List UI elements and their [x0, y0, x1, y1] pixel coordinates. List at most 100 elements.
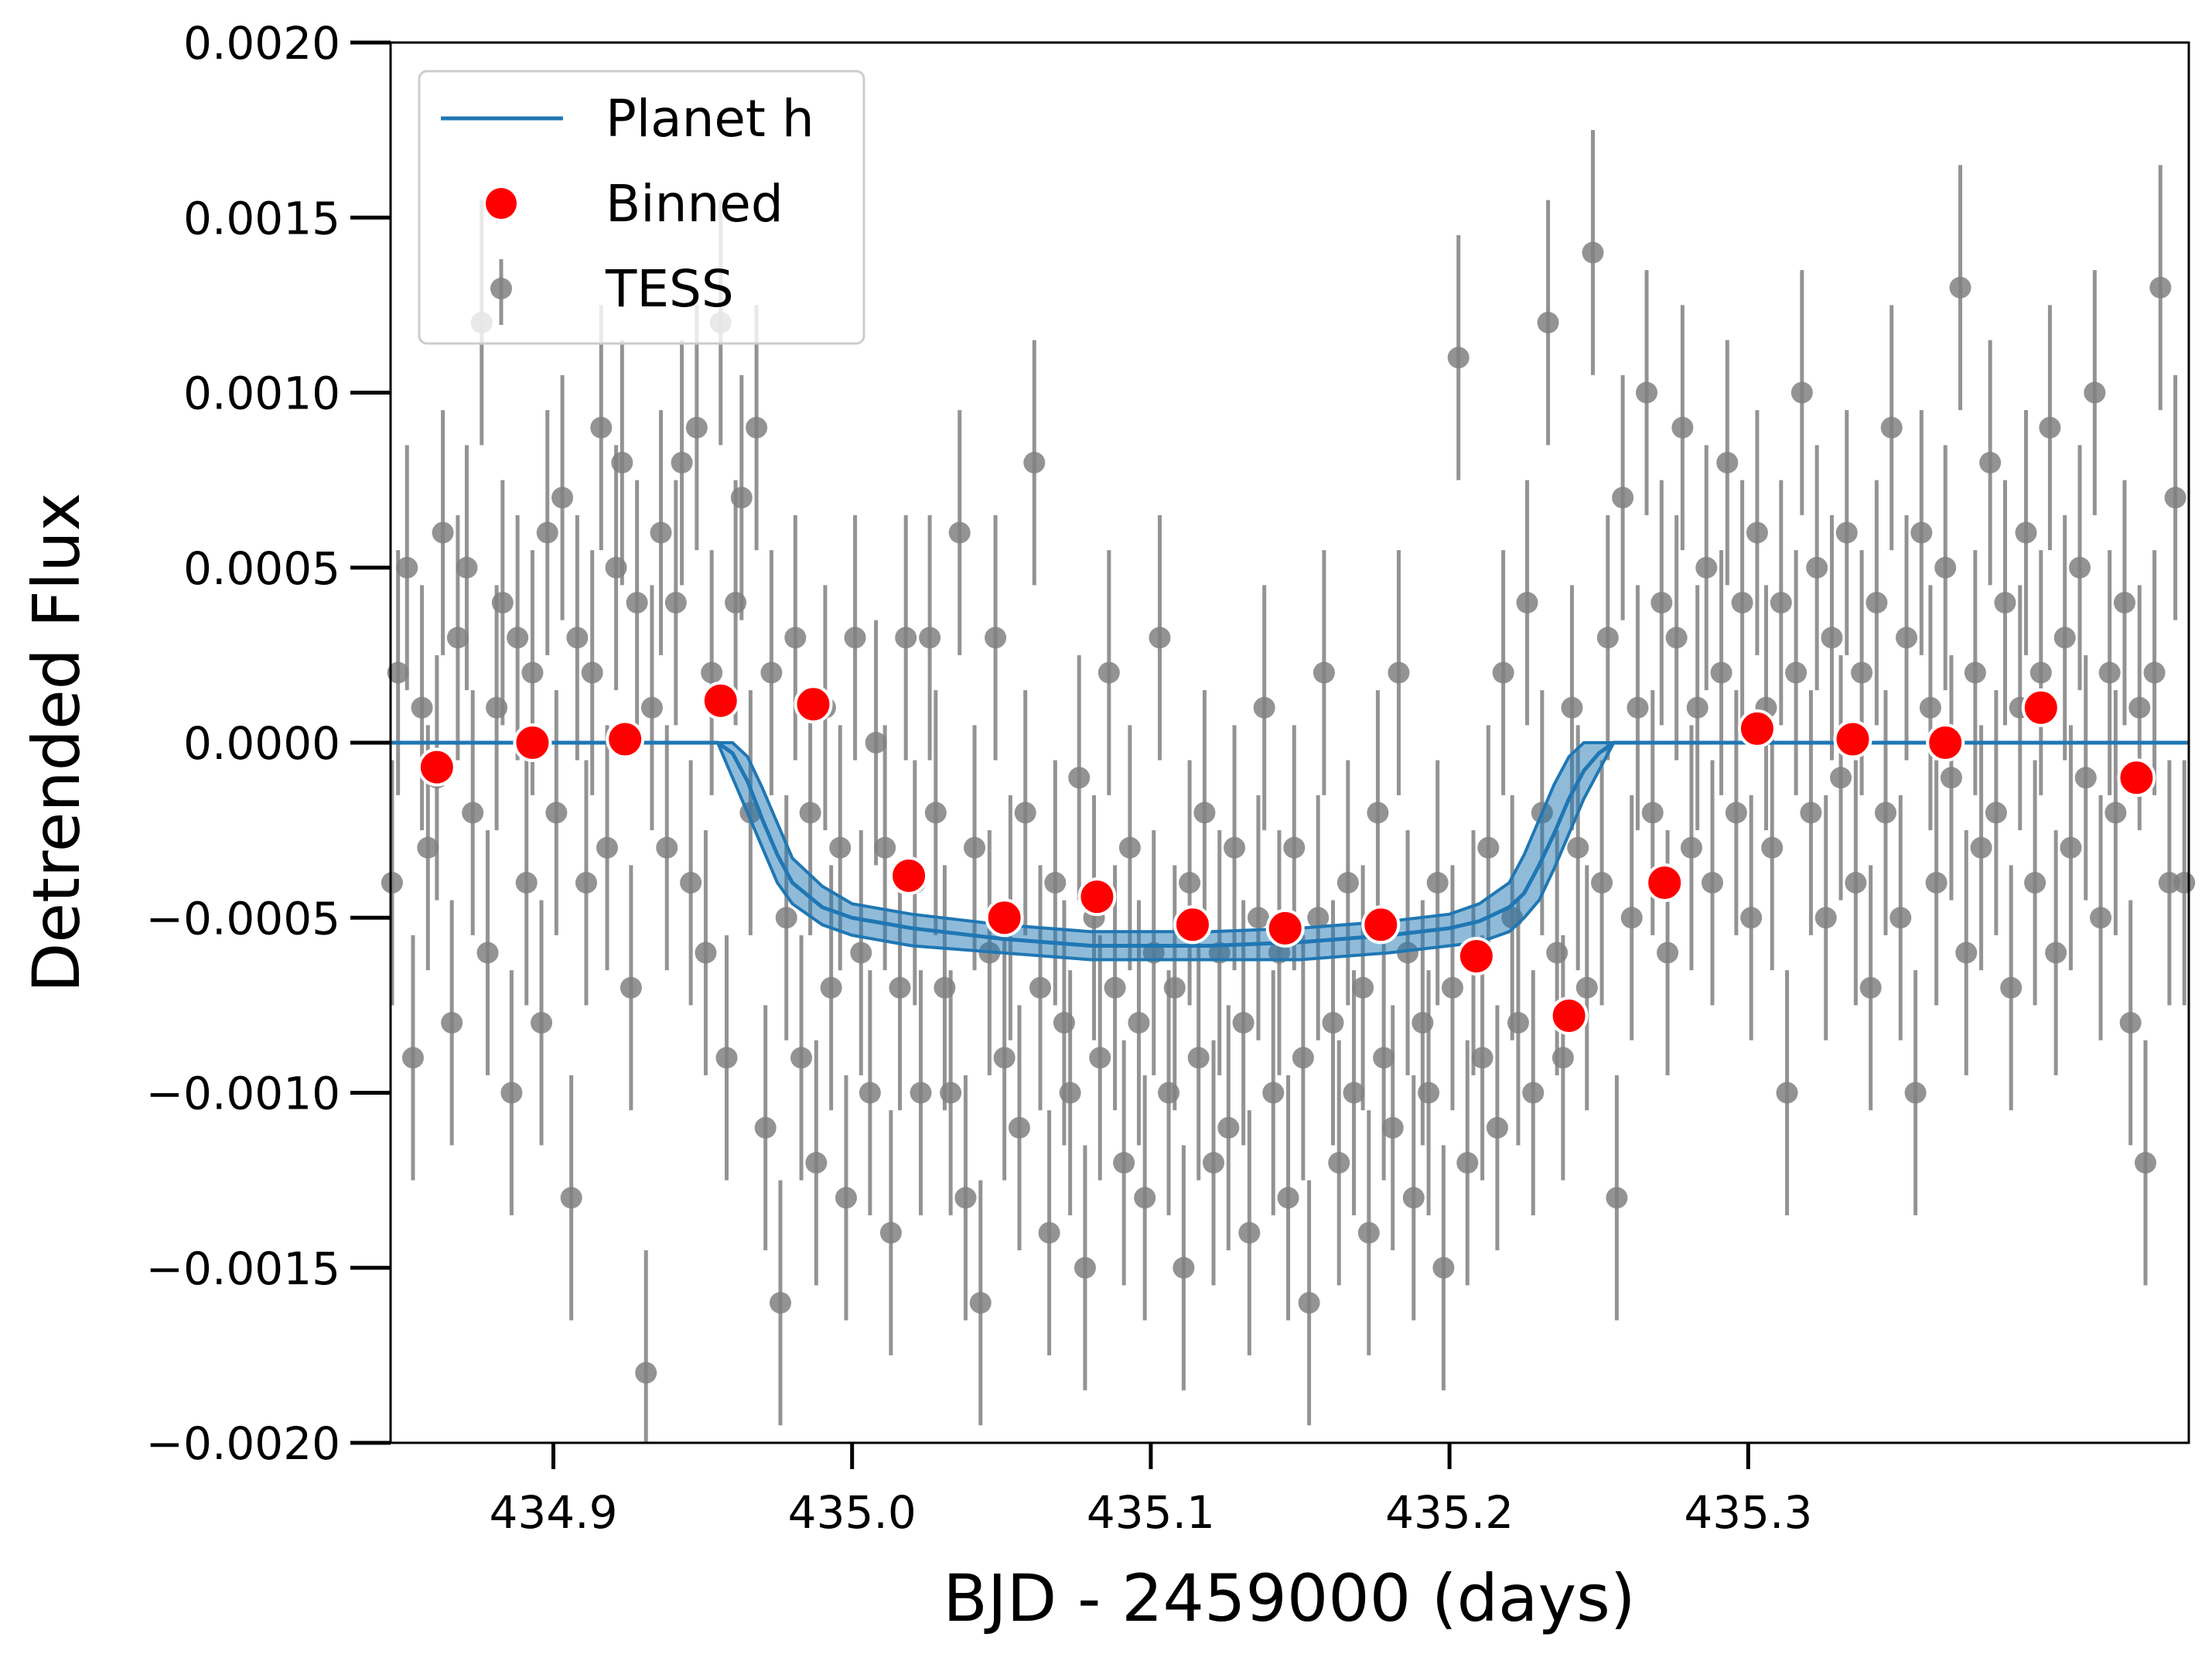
- tess-point: [1919, 696, 1941, 719]
- tess-point: [1089, 1047, 1111, 1069]
- tess-point: [1910, 521, 1933, 544]
- tess-point: [1343, 1082, 1365, 1104]
- tess-point: [441, 1012, 463, 1034]
- tess-point: [775, 907, 797, 929]
- tess-point: [1298, 1292, 1320, 1314]
- binned-point: [513, 723, 552, 762]
- tess-point: [1357, 1222, 1380, 1244]
- tess-point: [1731, 592, 1753, 613]
- tess-point: [1262, 1082, 1285, 1104]
- tess-point: [1352, 976, 1374, 999]
- tess-point: [1134, 1187, 1156, 1209]
- tess-point: [1934, 556, 1957, 579]
- binned-point: [606, 719, 645, 759]
- tess-point: [1994, 592, 2016, 613]
- tess-point: [746, 416, 768, 439]
- tess-point: [1785, 661, 1807, 684]
- x-tick-label: 435.2: [1385, 1486, 1514, 1539]
- tess-point: [515, 872, 538, 894]
- tess-points: [381, 130, 2196, 1443]
- legend-tess-marker: [490, 278, 512, 299]
- tess-point: [500, 1082, 523, 1104]
- binned-point: [985, 898, 1024, 938]
- tess-point: [1381, 1116, 1404, 1139]
- binned-point: [1645, 863, 1685, 902]
- tess-point: [1537, 312, 1559, 333]
- tess-point: [784, 627, 807, 649]
- binned-points: [417, 681, 2156, 1035]
- tess-point: [760, 661, 783, 684]
- tess-point: [1964, 661, 1986, 684]
- y-tick-label: 0.0000: [183, 717, 340, 770]
- tess-point: [695, 942, 717, 964]
- tess-point: [859, 1082, 881, 1104]
- tess-point: [1008, 1116, 1030, 1139]
- tess-point: [2113, 592, 2135, 613]
- tess-point: [671, 452, 693, 473]
- tess-point: [1014, 801, 1036, 824]
- tess-point: [1507, 1012, 1529, 1034]
- tess-point: [566, 627, 589, 649]
- tess-point: [620, 976, 642, 999]
- tess-point: [754, 1116, 777, 1139]
- tess-point: [770, 1292, 792, 1314]
- binned-point: [1456, 937, 1496, 976]
- tess-point: [1492, 661, 1514, 684]
- y-tick-label: −0.0020: [145, 1417, 340, 1470]
- tess-point: [396, 556, 418, 579]
- tess-point: [507, 627, 529, 649]
- tess-point: [536, 521, 558, 544]
- tess-point: [2128, 696, 2151, 719]
- tess-point: [2000, 976, 2023, 999]
- tess-point: [2084, 381, 2106, 404]
- tess-point: [2053, 627, 2076, 649]
- tess-point: [1821, 627, 1843, 649]
- tess-point: [1776, 1082, 1798, 1104]
- tess-point: [844, 627, 866, 649]
- tess-point: [1328, 1152, 1350, 1174]
- tess-point: [456, 556, 478, 579]
- tess-point: [1187, 1047, 1210, 1069]
- tess-point: [1985, 801, 2007, 824]
- x-tick-label: 435.3: [1684, 1486, 1812, 1539]
- tess-point: [1418, 1082, 1440, 1104]
- y-tick-label: 0.0005: [183, 542, 340, 595]
- tess-point: [1432, 1256, 1455, 1279]
- tess-point: [940, 1082, 962, 1104]
- tess-point: [1373, 1047, 1395, 1069]
- tess-point: [1695, 556, 1718, 579]
- tess-point: [581, 661, 603, 684]
- tess-point: [1471, 1047, 1493, 1069]
- tess-point: [1477, 836, 1500, 859]
- tess-point: [1596, 627, 1619, 649]
- tess-point: [1845, 872, 1867, 894]
- tess-point: [1725, 801, 1747, 824]
- tess-point: [2039, 416, 2061, 439]
- tess-point: [491, 592, 514, 613]
- tess-point: [889, 976, 911, 999]
- tess-point: [462, 801, 484, 824]
- tess-point: [1591, 872, 1613, 894]
- tess-point: [1650, 592, 1673, 613]
- tess-point: [910, 1082, 932, 1104]
- tess-point: [1336, 872, 1359, 894]
- tess-point: [381, 872, 403, 894]
- tess-point: [1940, 767, 1962, 789]
- tess-point: [948, 521, 971, 544]
- tess-point: [1367, 801, 1389, 824]
- tess-point: [985, 627, 1007, 649]
- tess-point: [715, 1047, 738, 1069]
- binned-point: [1833, 719, 1872, 759]
- tess-point: [635, 1362, 657, 1384]
- tess-point: [1874, 801, 1896, 824]
- tess-point: [1277, 1187, 1299, 1209]
- tess-point: [1680, 836, 1702, 859]
- tess-point: [820, 976, 842, 999]
- tess-point: [1118, 836, 1141, 859]
- tess-point: [1224, 836, 1246, 859]
- tess-point: [1641, 801, 1664, 824]
- tess-point: [730, 487, 753, 509]
- tess-point: [1247, 907, 1269, 929]
- tess-point: [611, 452, 633, 473]
